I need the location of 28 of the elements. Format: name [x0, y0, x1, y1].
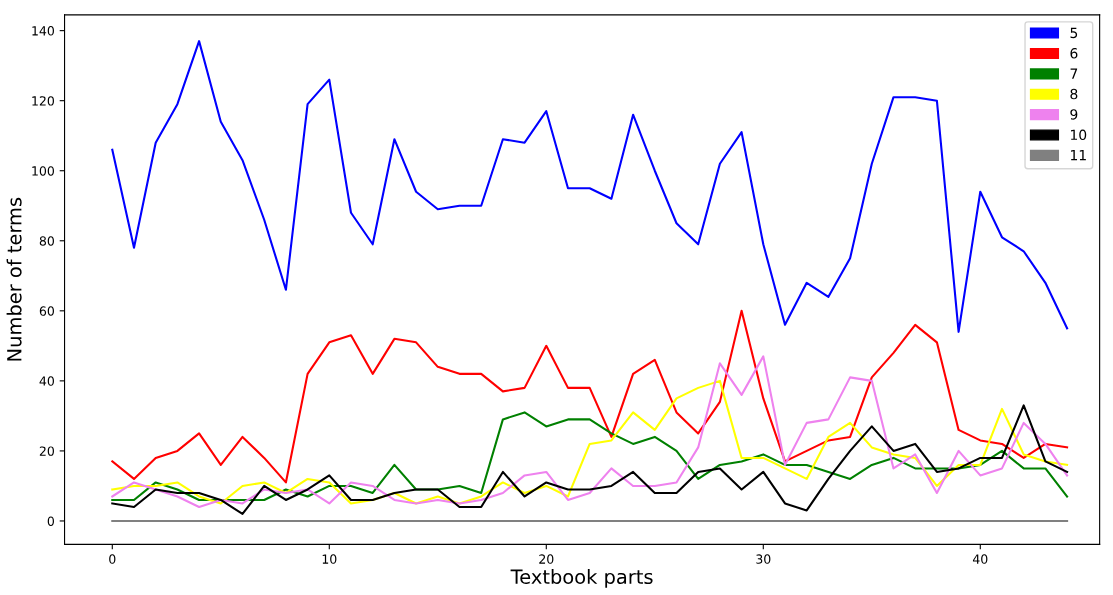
y-tick-label: 120 [32, 96, 54, 106]
x-tick-label: 30 [756, 554, 771, 564]
line-series [111, 404, 1069, 515]
line-series [111, 40, 1069, 333]
y-tick-label: 20 [39, 446, 54, 456]
y-axis-title: Number of terms [6, 197, 22, 361]
legend-label: 9 [1070, 109, 1078, 120]
legend-label: 6 [1070, 48, 1078, 59]
x-axis-title: Textbook parts [510, 569, 653, 588]
legend-label: 7 [1070, 68, 1078, 79]
line-series [111, 355, 1069, 508]
line-series [111, 309, 1069, 484]
y-tick-label: 40 [39, 376, 54, 386]
y-tick-label: 140 [32, 26, 54, 36]
x-tick-label: 0 [109, 554, 116, 564]
y-tick-label: 0 [47, 516, 54, 526]
line-series [111, 411, 1069, 501]
x-tick-label: 20 [539, 554, 554, 564]
x-tick-label: 40 [972, 554, 988, 564]
legend-label: 10 [1071, 129, 1087, 141]
y-tick-label: 60 [39, 306, 54, 316]
y-tick-label: 100 [32, 166, 54, 176]
y-tick-label: 80 [39, 236, 54, 246]
line-series [111, 379, 1069, 505]
legend-label: 11 [1071, 150, 1086, 161]
legend-label: 5 [1070, 27, 1078, 39]
legend-label: 8 [1070, 88, 1078, 100]
x-tick-label: 10 [322, 554, 337, 564]
